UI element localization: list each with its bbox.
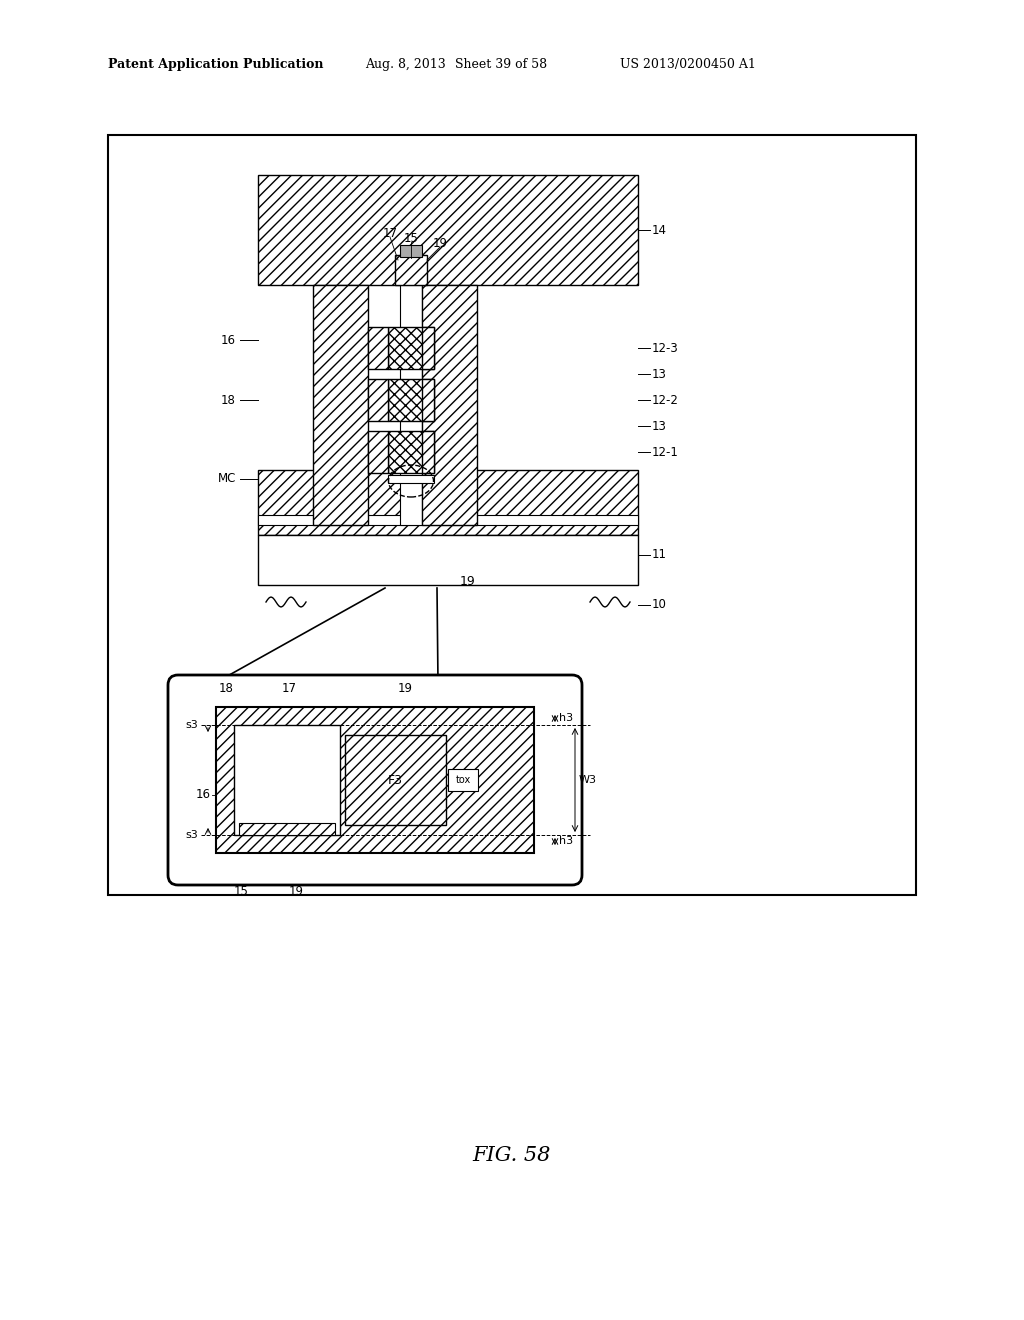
- Text: F3: F3: [387, 774, 402, 787]
- FancyBboxPatch shape: [168, 675, 582, 884]
- Bar: [388, 475, 434, 483]
- Bar: [368, 327, 388, 370]
- Bar: [388, 432, 434, 473]
- Text: 19: 19: [289, 884, 303, 898]
- Bar: [239, 822, 335, 836]
- Bar: [400, 246, 422, 257]
- Bar: [388, 379, 434, 421]
- Text: 14: 14: [652, 223, 667, 236]
- Text: 13: 13: [652, 367, 667, 380]
- Text: 10: 10: [652, 598, 667, 611]
- Text: 12-2: 12-2: [652, 393, 679, 407]
- Text: 19: 19: [397, 682, 413, 696]
- Text: 18: 18: [218, 682, 233, 696]
- Bar: [313, 285, 368, 525]
- Text: 12-3: 12-3: [652, 342, 679, 355]
- Text: 16: 16: [221, 334, 236, 346]
- Bar: [422, 432, 434, 473]
- Bar: [258, 176, 638, 285]
- Bar: [258, 470, 638, 535]
- Text: h3: h3: [559, 836, 573, 846]
- Text: s3: s3: [185, 830, 198, 840]
- Text: 18: 18: [221, 393, 236, 407]
- Bar: [449, 770, 478, 791]
- Text: 17: 17: [282, 682, 297, 696]
- Text: 12-1: 12-1: [652, 446, 679, 458]
- Bar: [422, 327, 434, 370]
- Bar: [422, 379, 434, 421]
- Bar: [400, 285, 422, 525]
- Bar: [234, 725, 340, 836]
- Text: 15: 15: [233, 884, 249, 898]
- Bar: [368, 379, 388, 421]
- Text: 15: 15: [403, 232, 419, 246]
- Bar: [216, 708, 534, 853]
- Text: 19: 19: [432, 238, 447, 249]
- Text: 19: 19: [460, 576, 476, 587]
- Bar: [345, 735, 446, 825]
- Text: Patent Application Publication: Patent Application Publication: [108, 58, 324, 71]
- Bar: [108, 135, 916, 895]
- Bar: [395, 255, 427, 285]
- Bar: [422, 285, 477, 525]
- Bar: [388, 327, 434, 370]
- Text: 16: 16: [196, 788, 211, 801]
- Bar: [258, 515, 638, 525]
- Text: h3: h3: [559, 713, 573, 723]
- Text: 11: 11: [652, 549, 667, 561]
- Text: Sheet 39 of 58: Sheet 39 of 58: [455, 58, 547, 71]
- Text: 17: 17: [383, 227, 397, 240]
- Bar: [368, 432, 388, 473]
- Text: US 2013/0200450 A1: US 2013/0200450 A1: [620, 58, 756, 71]
- Bar: [258, 535, 638, 585]
- Text: FIG. 58: FIG. 58: [473, 1146, 551, 1166]
- Text: tox: tox: [456, 775, 471, 785]
- Text: Aug. 8, 2013: Aug. 8, 2013: [365, 58, 445, 71]
- Text: 13: 13: [652, 420, 667, 433]
- Text: s3: s3: [185, 719, 198, 730]
- Text: MC: MC: [218, 473, 236, 486]
- Text: W3: W3: [579, 775, 597, 785]
